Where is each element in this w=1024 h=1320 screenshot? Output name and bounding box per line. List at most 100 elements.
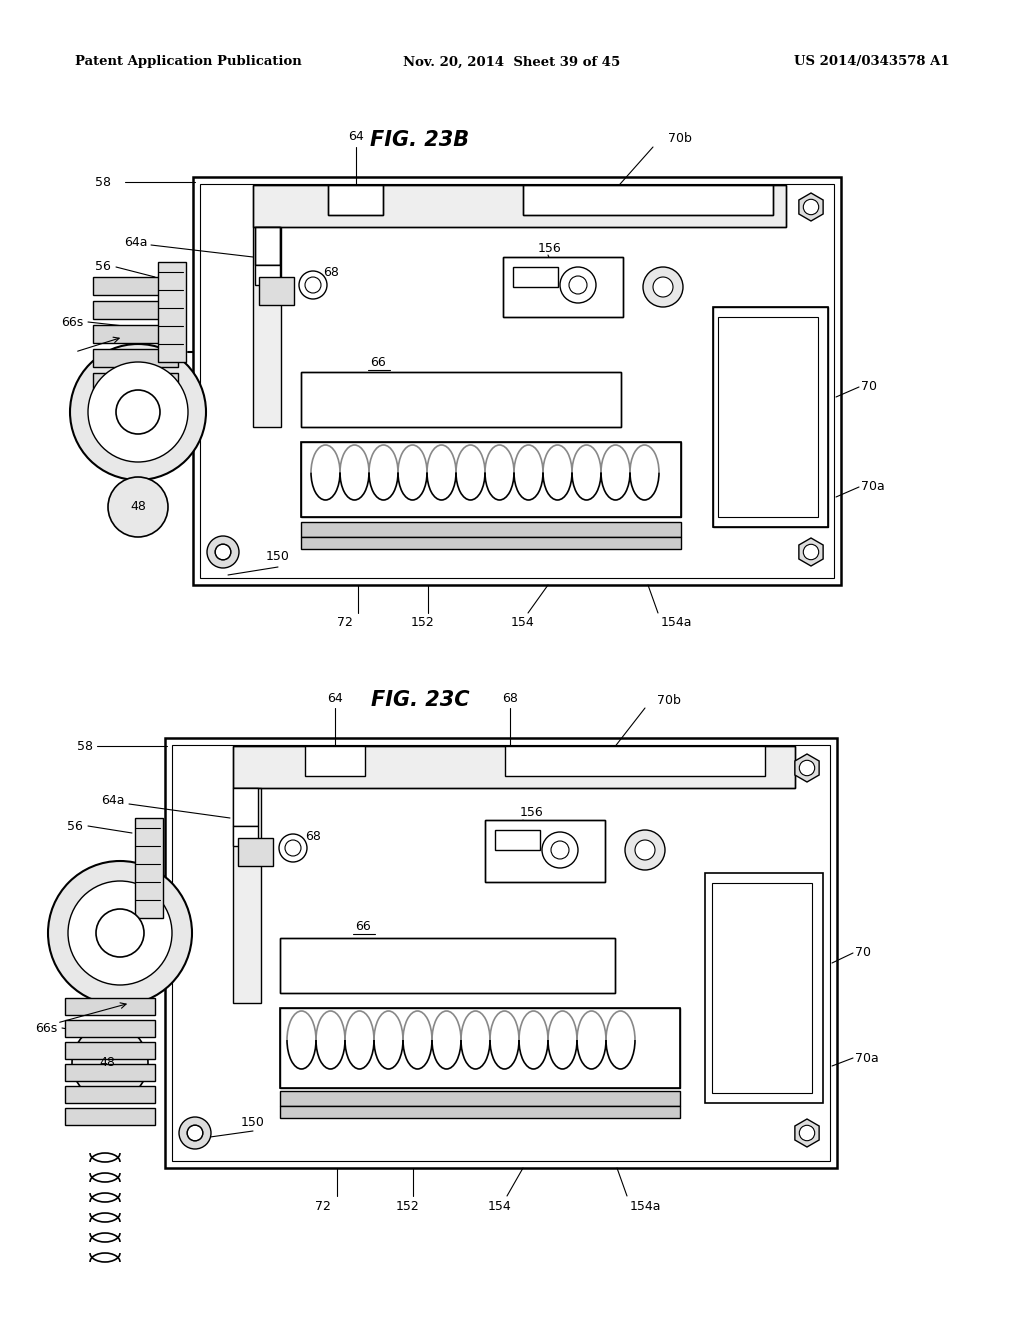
- Bar: [93, 301, 178, 319]
- Text: 68: 68: [305, 829, 321, 842]
- Circle shape: [800, 760, 815, 776]
- Bar: [705, 873, 823, 1104]
- Text: 70: 70: [861, 380, 877, 393]
- Bar: [301, 442, 681, 517]
- Circle shape: [625, 830, 665, 870]
- Bar: [280, 939, 615, 993]
- Circle shape: [305, 277, 321, 293]
- Bar: [93, 277, 178, 294]
- Bar: [328, 185, 383, 215]
- Polygon shape: [211, 539, 236, 566]
- Text: 64a: 64a: [125, 235, 148, 248]
- Text: 66s: 66s: [60, 315, 83, 329]
- Text: 70: 70: [855, 946, 871, 960]
- Bar: [253, 185, 786, 227]
- Bar: [718, 317, 818, 517]
- Bar: [253, 185, 786, 227]
- Bar: [280, 1008, 680, 1088]
- Bar: [93, 397, 178, 414]
- Bar: [233, 788, 261, 1003]
- Bar: [65, 1020, 155, 1038]
- Circle shape: [116, 389, 160, 434]
- Text: 70a: 70a: [861, 480, 885, 494]
- Text: 156: 156: [520, 807, 544, 820]
- Text: 64: 64: [348, 131, 364, 144]
- Circle shape: [215, 544, 230, 560]
- Bar: [713, 308, 828, 527]
- Text: 64: 64: [327, 692, 343, 705]
- Bar: [238, 838, 273, 866]
- Text: 152: 152: [411, 616, 435, 630]
- Bar: [305, 746, 365, 776]
- Text: 70b: 70b: [668, 132, 692, 145]
- Circle shape: [72, 1026, 148, 1101]
- Bar: [301, 372, 621, 426]
- Circle shape: [803, 199, 819, 215]
- Bar: [280, 1106, 680, 1118]
- Text: 150: 150: [241, 1117, 265, 1130]
- Bar: [485, 820, 605, 882]
- Circle shape: [800, 1125, 815, 1140]
- Text: 154a: 154a: [630, 1200, 662, 1213]
- Text: 56: 56: [68, 820, 83, 833]
- Bar: [301, 537, 681, 549]
- Bar: [485, 820, 605, 882]
- Text: 48: 48: [99, 1056, 115, 1069]
- Bar: [93, 374, 178, 391]
- Bar: [328, 185, 383, 215]
- Circle shape: [653, 277, 673, 297]
- Circle shape: [299, 271, 327, 300]
- Text: 58: 58: [95, 176, 111, 189]
- Circle shape: [88, 362, 188, 462]
- Text: Nov. 20, 2014  Sheet 39 of 45: Nov. 20, 2014 Sheet 39 of 45: [403, 55, 621, 69]
- Circle shape: [48, 861, 193, 1005]
- Text: 66: 66: [370, 355, 386, 368]
- Text: US 2014/0343578 A1: US 2014/0343578 A1: [795, 55, 950, 69]
- Bar: [301, 442, 681, 517]
- Text: 48: 48: [130, 500, 146, 513]
- Text: FIG. 23B: FIG. 23B: [371, 129, 470, 150]
- Circle shape: [96, 909, 144, 957]
- Bar: [255, 265, 280, 285]
- Polygon shape: [799, 539, 823, 566]
- Bar: [280, 1008, 680, 1088]
- Bar: [65, 1041, 155, 1059]
- Bar: [233, 788, 258, 826]
- Bar: [513, 267, 558, 286]
- Text: 56: 56: [95, 260, 111, 273]
- Polygon shape: [799, 193, 823, 220]
- Circle shape: [207, 536, 239, 568]
- Bar: [505, 746, 765, 776]
- Text: 70b: 70b: [657, 693, 681, 706]
- Bar: [523, 185, 773, 215]
- Circle shape: [643, 267, 683, 308]
- Bar: [165, 738, 837, 1168]
- Circle shape: [187, 1125, 203, 1140]
- Text: 54: 54: [112, 916, 128, 929]
- Bar: [135, 818, 163, 917]
- Bar: [93, 348, 178, 367]
- Text: 152: 152: [396, 1200, 420, 1213]
- Bar: [65, 1107, 155, 1125]
- Text: 54: 54: [130, 396, 146, 408]
- Bar: [280, 1092, 680, 1106]
- Text: 154: 154: [488, 1200, 512, 1213]
- Bar: [65, 998, 155, 1015]
- Text: 64a: 64a: [101, 795, 125, 808]
- Bar: [712, 883, 812, 1093]
- Bar: [280, 939, 615, 993]
- Polygon shape: [795, 754, 819, 781]
- Circle shape: [70, 345, 206, 480]
- Text: 68: 68: [502, 692, 518, 705]
- Text: 72: 72: [337, 616, 353, 630]
- Bar: [65, 1086, 155, 1104]
- Circle shape: [179, 1117, 211, 1148]
- Bar: [158, 261, 186, 362]
- Text: 70a: 70a: [855, 1052, 879, 1064]
- Text: FIG. 23C: FIG. 23C: [371, 690, 469, 710]
- Text: 154: 154: [511, 616, 535, 630]
- Text: 58: 58: [77, 739, 93, 752]
- Circle shape: [560, 267, 596, 304]
- Bar: [255, 227, 280, 265]
- Text: 68: 68: [323, 265, 339, 279]
